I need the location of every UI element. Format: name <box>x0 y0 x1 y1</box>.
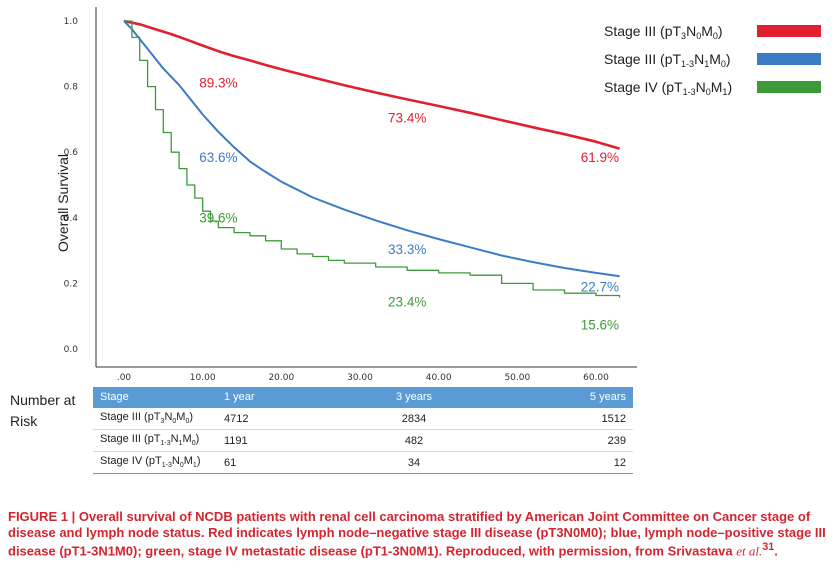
caption-etal: et al. <box>736 543 763 559</box>
percent-label: 22.7% <box>581 280 619 295</box>
x-tick-label: .00 <box>117 373 132 380</box>
caption-reference: 31 <box>762 541 775 553</box>
x-tick-label: 60.00 <box>583 373 609 380</box>
x-tick-label: 10.00 <box>190 373 216 380</box>
risk-table-title: Number at Risk <box>10 392 76 429</box>
x-tick-label: 40.00 <box>426 373 452 380</box>
risk-table-row: Stage III (pT1-3N1M0) 1191 482 239 <box>93 429 633 452</box>
y-axis-label: Overall Survival <box>55 154 71 252</box>
series-line-1 <box>123 19 620 150</box>
survival-chart: 0.0 0.2 0.4 0.6 0.8 1.0 .00 10.00 20.00 30.00 40.0… <box>55 7 821 380</box>
risk-table-row: Stage IV (pT1-3N0M1) 61 34 12 <box>93 451 633 474</box>
axes: 0.0 0.2 0.4 0.6 0.8 1.0 .00 10.00 20.00 30.00 40.0… <box>55 7 637 380</box>
legend: Stage III (pT3N0M0) Stage III (pT1-3N1M0)… <box>604 23 821 97</box>
legend-label-2: Stage III (pT1-3N1M0) <box>604 51 731 69</box>
legend-swatch-2 <box>757 53 821 65</box>
number-at-risk-table: Stage 1 year 3 years 5 years Stage III (… <box>93 387 633 474</box>
percent-label: 63.6% <box>199 150 237 165</box>
y-tick-label: 0.2 <box>64 279 78 289</box>
legend-label-1: Stage III (pT3N0M0) <box>604 23 723 41</box>
x-tick-label: 20.00 <box>268 373 294 380</box>
y-tick-label: 0.4 <box>64 214 79 224</box>
percent-annotations: 89.3% 73.4% 61.9% 63.6% 33.3% 22.7% 39.6% 23.4%… <box>199 76 619 333</box>
caption-end: . <box>774 543 778 559</box>
series-line-3 <box>124 20 621 298</box>
legend-swatch-1 <box>757 25 821 37</box>
risk-row-5-years: 239 <box>487 429 633 452</box>
x-tick-label: 50.00 <box>504 373 530 380</box>
x-tick-label: 30.00 <box>347 373 373 380</box>
risk-row-1-year: 1191 <box>217 429 341 452</box>
risk-row-3-years: 34 <box>341 451 487 474</box>
caption-text: FIGURE 1 | Overall survival of NCDB pati… <box>8 509 826 559</box>
percent-label: 15.6% <box>581 317 619 332</box>
risk-table-header: Stage 1 year 3 years 5 years <box>93 387 633 408</box>
risk-row-5-years: 1512 <box>487 407 633 430</box>
legend-swatch-3 <box>757 81 821 93</box>
header-5-years: 5 years <box>487 387 633 408</box>
risk-row-3-years: 2834 <box>341 407 487 430</box>
risk-table-row: Stage III (pT3N0M0) 4712 2834 1512 <box>93 407 633 430</box>
y-tick-label: 0.0 <box>64 345 79 355</box>
percent-label: 23.4% <box>388 294 426 309</box>
series-lines <box>123 19 621 298</box>
y-tick-label: 0.8 <box>64 83 79 93</box>
percent-label: 39.6% <box>199 211 237 226</box>
percent-label: 73.4% <box>388 111 426 126</box>
percent-label: 61.9% <box>581 150 619 165</box>
header-stage: Stage <box>93 387 217 408</box>
risk-row-stage: Stage III (pT1-3N1M0) <box>93 429 217 452</box>
risk-row-3-years: 482 <box>341 429 487 452</box>
legend-label-3: Stage IV (pT1-3N0M1) <box>604 79 732 97</box>
risk-row-1-year: 4712 <box>217 407 341 430</box>
percent-label: 89.3% <box>199 76 237 91</box>
percent-label: 33.3% <box>388 242 426 257</box>
risk-row-5-years: 12 <box>487 451 633 474</box>
risk-row-stage: Stage III (pT3N0M0) <box>93 407 217 430</box>
y-tick-label: 1.0 <box>64 17 79 27</box>
risk-row-1-year: 61 <box>217 451 341 474</box>
header-3-years: 3 years <box>341 387 487 408</box>
y-tick-label: 0.6 <box>64 148 79 158</box>
risk-row-stage: Stage IV (pT1-3N0M1) <box>93 451 217 474</box>
figure-caption: FIGURE 1 | Overall survival of NCDB pati… <box>8 509 834 559</box>
series-line-2 <box>123 20 620 278</box>
header-1-year: 1 year <box>217 387 341 408</box>
